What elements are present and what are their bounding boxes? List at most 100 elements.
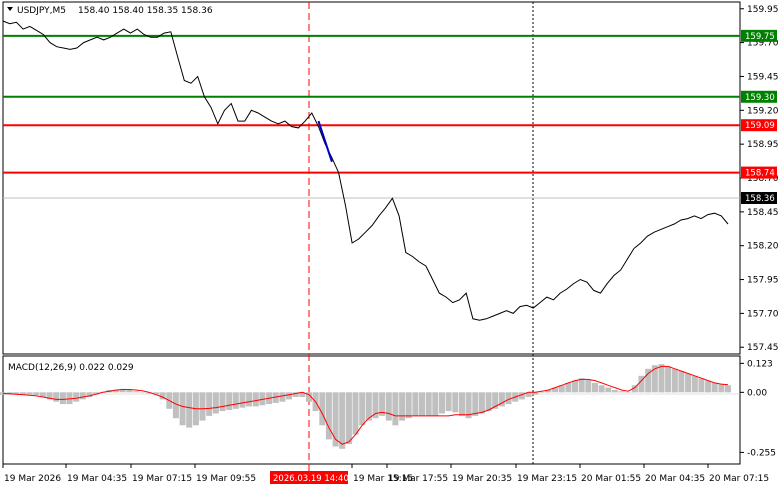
macd-bar [126,390,133,393]
macd-bar [79,392,86,400]
level-lines [3,34,740,174]
macd-bar [558,385,565,393]
macd-bar [259,392,266,406]
macd-bar [651,365,658,393]
level-label-box [741,90,777,103]
macd-bar [20,392,26,395]
macd-bar [113,390,120,393]
price-tick-label: 159.45 [747,72,779,82]
macd-bar [725,385,731,393]
level-label: 159.09 [745,121,775,131]
macd-bar [339,392,346,449]
macd-bar [252,392,259,407]
time-tick-label: 19 Mar 17:55 [388,474,448,484]
macd-bar [226,392,233,410]
macd-bar [46,392,53,400]
ohlc-readout: 158.40 158.40 158.35 158.36 [78,6,213,16]
level-label-box [741,29,777,42]
symbol-label[interactable]: USDJPY,M5 [17,6,66,16]
macd-bar [325,392,332,440]
time-tick-label: 19 Mar 2026 [4,474,61,484]
price-pane[interactable] [2,1,741,355]
macd-bar [199,392,206,421]
macd-bar [705,380,712,393]
macd-bar [239,392,246,408]
macd-bar [186,392,193,428]
macd-bar [73,392,80,402]
macd-bar [319,392,326,426]
macd-bar [412,392,419,416]
symbol-dropdown-icon[interactable] [7,7,13,11]
price-tick-label: 157.45 [747,343,779,353]
macd-bar [419,392,425,416]
macd-indicator-label[interactable]: MACD(12,26,9) 0.022 0.029 [8,363,134,373]
time-axis: 19 Mar 2026 19 Mar 04:35 19 Mar 07:15 19 Ma… [2,464,769,484]
macd-bar [119,388,126,393]
macd-tick-label: -0.255 [747,448,776,458]
macd-bar [365,392,372,421]
macd-bar [678,371,685,393]
macd-tick-label: 0.123 [747,359,773,369]
macd-bar [133,391,139,393]
macd-bar [299,392,306,397]
time-tick-label: 19 Mar 04:35 [67,474,127,484]
macd-bar [159,392,166,400]
macd-bar [379,392,386,416]
macd-bar [631,385,638,393]
macd-histogram [0,364,731,449]
macd-bar [605,387,612,393]
macd-bar [505,392,512,405]
price-tick-label: 157.95 [747,276,779,286]
macd-bar [153,392,159,395]
macd-bar [272,392,279,403]
macd-bar [345,392,352,445]
macd-bar [598,385,605,393]
macd-bar [33,392,40,396]
macd-bar [206,392,213,416]
macd-bar [332,392,339,447]
level-label-box [741,166,777,179]
macd-bar [478,392,485,414]
macd-bar [359,392,366,426]
macd-bar [292,392,299,397]
macd-bar [472,392,479,416]
macd-bar [172,392,179,419]
macd-bar [698,378,705,393]
macd-bar [212,392,219,414]
macd-bar [465,392,472,419]
level-label: 159.30 [745,93,775,103]
macd-bar [592,382,598,393]
macd-bar [139,392,146,393]
macd-bar [498,392,505,407]
macd-bar [691,375,698,393]
macd-bar [385,392,392,421]
macd-bar [59,392,66,405]
macd-bar [146,392,153,394]
price-tick-label: 159.20 [747,106,779,116]
macd-bar [219,392,226,412]
macd-bar [452,392,459,413]
time-tick-label: 20 Mar 07:15 [709,474,769,484]
macd-axis: 0.123 0.00 -0.255 [740,359,776,458]
macd-bar [179,392,186,426]
time-highlight-value: 2026.03.19 14:40 [273,474,349,484]
time-tick-label: 19 Mar 23:15 [517,474,577,484]
macd-bar [352,392,359,435]
macd-bar [552,387,559,393]
time-highlight-label: 2026.03.19 14:40 [270,471,349,484]
trend-segment-line [317,120,333,163]
macd-bar [432,392,439,416]
macd-bar [306,392,312,402]
time-tick-label: 19 Mar 20:35 [452,474,512,484]
macd-bar [625,392,632,393]
macd-bar [645,368,652,393]
time-tick-label: 19 Mar 15:15 [353,474,413,484]
price-tick-label: 159.70 [747,39,779,49]
price-series-line [2,20,729,321]
macd-bar [618,391,625,393]
macd-bar [545,390,552,393]
price-tick-label: 158.20 [747,242,779,252]
macd-bar [565,382,572,393]
price-tick-label: 158.95 [747,140,779,150]
